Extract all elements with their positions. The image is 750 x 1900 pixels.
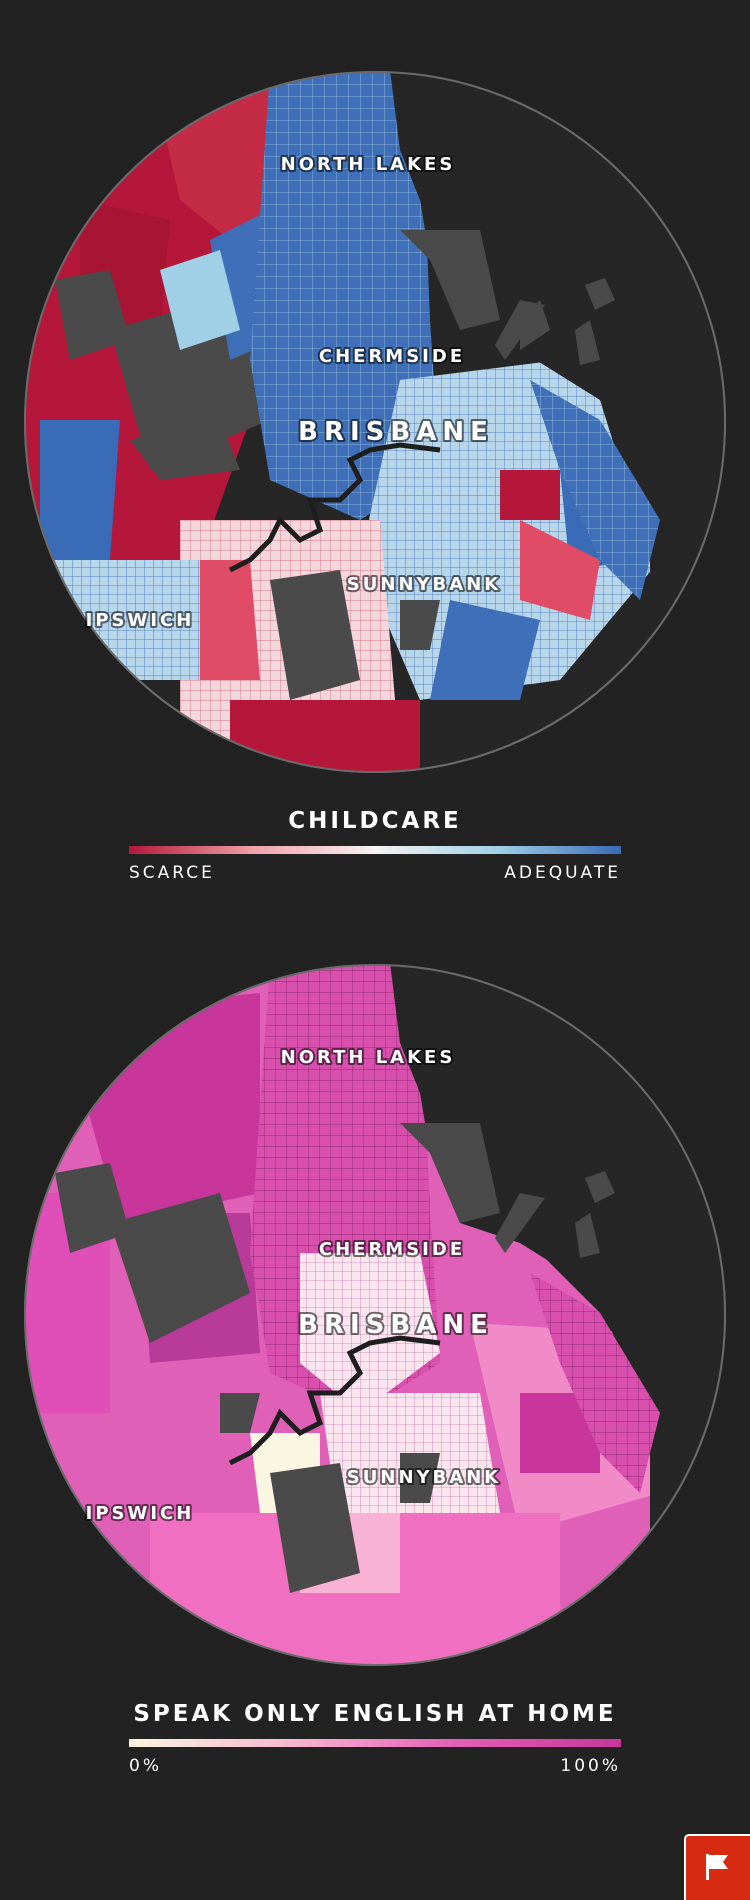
english-choropleth [25, 965, 725, 1665]
legend-gradient-bar [129, 1739, 621, 1747]
report-button[interactable] [684, 1834, 750, 1900]
label-sunnybank: SUNNYBANK [347, 1467, 501, 1488]
childcare-map: NORTH LAKES CHERMSIDE BRISBANE SUNNYBANK… [24, 71, 726, 773]
legend-title: CHILDCARE [288, 808, 462, 834]
label-brisbane: BRISBANE [298, 1310, 494, 1340]
label-north-lakes: NORTH LAKES [281, 154, 456, 175]
label-chermside: CHERMSIDE [319, 346, 465, 367]
label-sunnybank: SUNNYBANK [347, 574, 501, 595]
legend-max-label: ADEQUATE [504, 863, 621, 883]
legend-min-label: SCARCE [129, 863, 215, 883]
legend-max-label: 100% [560, 1756, 621, 1776]
legend-min-label: 0% [129, 1756, 162, 1776]
label-ipswich: IPSWICH [86, 610, 195, 631]
label-brisbane: BRISBANE [298, 417, 494, 447]
childcare-choropleth [25, 72, 725, 772]
flag-icon [706, 1854, 728, 1880]
english-map: NORTH LAKES CHERMSIDE BRISBANE SUNNYBANK… [24, 964, 726, 1666]
legend-gradient-bar [129, 846, 621, 854]
label-chermside: CHERMSIDE [319, 1239, 465, 1260]
label-ipswich: IPSWICH [86, 1503, 195, 1524]
label-north-lakes: NORTH LAKES [281, 1047, 456, 1068]
legend-title: SPEAK ONLY ENGLISH AT HOME [133, 1701, 617, 1727]
